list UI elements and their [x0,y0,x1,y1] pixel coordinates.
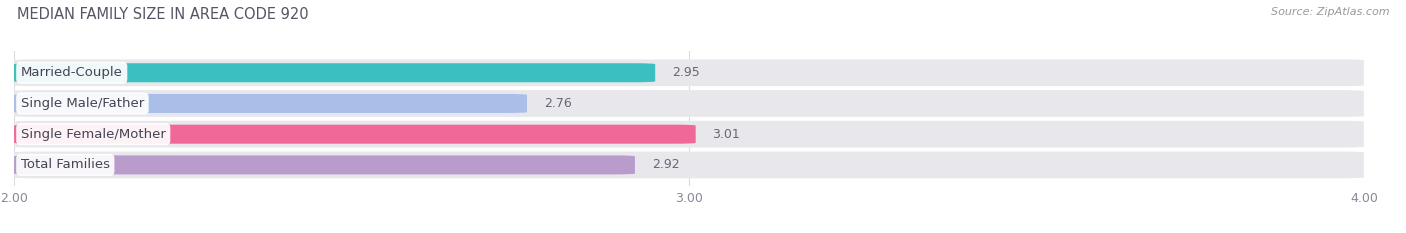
Text: 3.01: 3.01 [713,128,741,141]
FancyBboxPatch shape [14,121,1364,147]
Text: MEDIAN FAMILY SIZE IN AREA CODE 920: MEDIAN FAMILY SIZE IN AREA CODE 920 [17,7,308,22]
Text: 2.92: 2.92 [652,158,679,171]
Text: Total Families: Total Families [21,158,110,171]
FancyBboxPatch shape [14,94,527,113]
FancyBboxPatch shape [14,151,1364,178]
Text: Married-Couple: Married-Couple [21,66,122,79]
Text: Single Male/Father: Single Male/Father [21,97,143,110]
Text: 2.76: 2.76 [544,97,572,110]
Text: Source: ZipAtlas.com: Source: ZipAtlas.com [1271,7,1389,17]
Text: Single Female/Mother: Single Female/Mother [21,128,166,141]
FancyBboxPatch shape [14,155,636,175]
FancyBboxPatch shape [14,125,696,144]
FancyBboxPatch shape [14,90,1364,117]
FancyBboxPatch shape [14,63,655,82]
Text: 2.95: 2.95 [672,66,700,79]
FancyBboxPatch shape [14,59,1364,86]
